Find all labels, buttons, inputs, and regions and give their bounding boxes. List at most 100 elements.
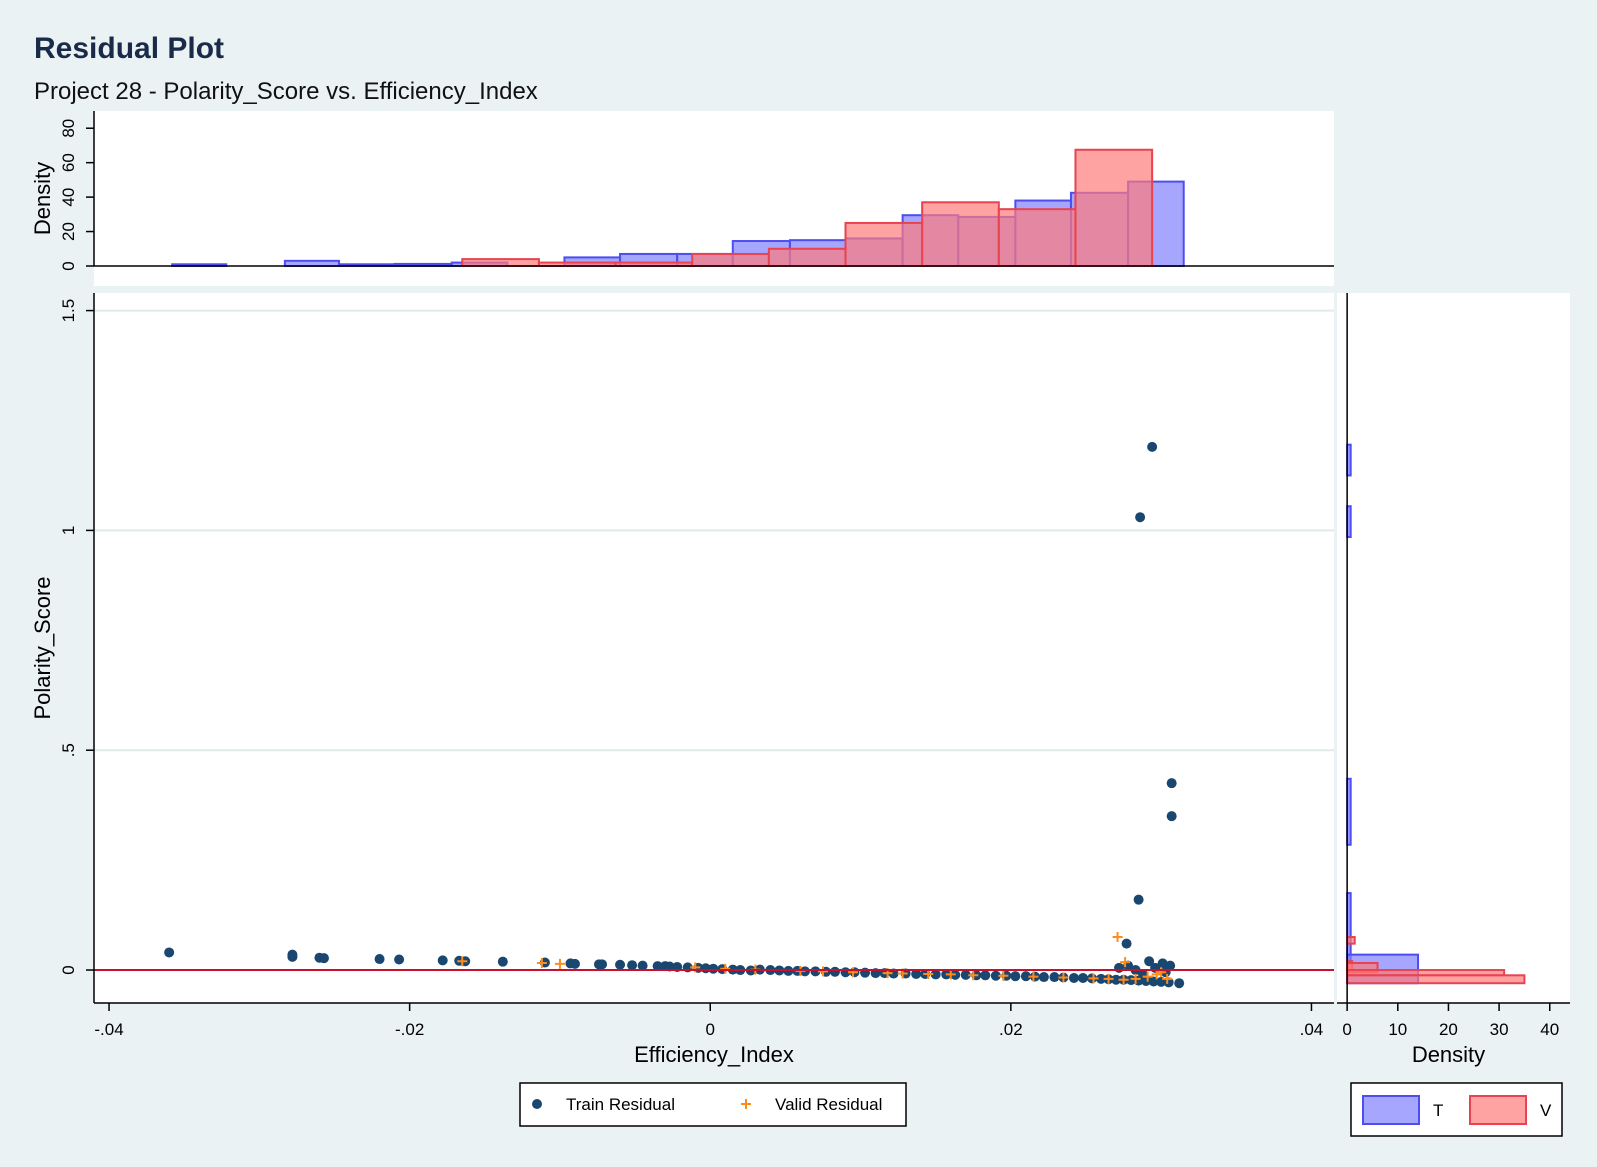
valid-residual-point xyxy=(848,967,859,978)
top-hist-bar-V xyxy=(997,208,1077,268)
right-hist-panel xyxy=(1337,293,1570,1003)
main-y-tick-label: .5 xyxy=(59,743,78,757)
top-hist-bar-V xyxy=(921,201,1000,267)
legend-valid-marker xyxy=(741,1099,751,1109)
train-residual-point xyxy=(374,954,385,965)
train-residual-point xyxy=(911,968,922,979)
chart-subtitle: Project 28 - Polarity_Score vs. Efficien… xyxy=(34,78,538,105)
train-residual-point xyxy=(318,953,329,964)
main-y-tick-label: 1 xyxy=(59,526,78,535)
valid-residual-point xyxy=(554,958,565,969)
train-residual-point xyxy=(1096,973,1107,984)
train-residual-point xyxy=(1166,811,1177,822)
train-residual-point xyxy=(1135,512,1146,523)
valid-residual-point xyxy=(998,970,1009,981)
main-ylabel: Polarity_Score xyxy=(30,576,55,719)
right-hist-bar-V xyxy=(1346,936,1356,945)
train-residual-point xyxy=(597,959,608,970)
train-residual-point xyxy=(1166,778,1177,789)
valid-residual-point xyxy=(1151,969,1162,980)
legend-T-label: T xyxy=(1433,1101,1443,1120)
top-hist-bar-V xyxy=(691,252,770,267)
top-hist-bar-V xyxy=(844,221,924,267)
train-residual-point xyxy=(930,969,941,980)
valid-residual-point xyxy=(968,970,979,981)
main-plot-panel xyxy=(94,293,1334,1003)
top-y-tick-label: 20 xyxy=(59,222,78,241)
valid-residual-point xyxy=(1130,973,1141,984)
top-hist-bar-V xyxy=(1074,148,1154,267)
train-residual-point xyxy=(394,954,405,965)
legend-V-label: V xyxy=(1540,1101,1552,1120)
valid-residual-point xyxy=(1142,971,1153,982)
train-residual-point xyxy=(1157,958,1168,969)
train-residual-point xyxy=(708,963,719,974)
top-y-tick-label: 0 xyxy=(59,261,78,270)
chart-title: Residual Plot xyxy=(34,32,224,65)
valid-residual-point xyxy=(1103,973,1114,984)
train-residual-point xyxy=(1147,441,1158,452)
right-x-tick-label: 30 xyxy=(1490,1020,1509,1039)
train-residual-point xyxy=(960,969,971,980)
main-axis: -.04 -.02 0 .02 .04 0 .5 1 1.5 xyxy=(59,293,1334,1039)
legend-T-swatch xyxy=(1362,1095,1420,1125)
main-y-tick-label: 0 xyxy=(59,965,78,974)
train-residual-point xyxy=(569,958,580,969)
train-residual-point xyxy=(1144,956,1155,967)
valid-residual-point xyxy=(1028,971,1039,982)
valid-residual-point xyxy=(1120,957,1131,968)
top-hist-axis: 0 20 40 60 80 xyxy=(59,111,1334,271)
main-y-tick-label: 1.5 xyxy=(59,299,78,323)
main-x-tick-label: .02 xyxy=(999,1020,1023,1039)
main-x-tick-label: -.04 xyxy=(94,1020,123,1039)
train-residual-point xyxy=(164,947,175,958)
top-y-tick-label: 40 xyxy=(59,188,78,207)
legend-train-label: Train Residual xyxy=(566,1095,675,1114)
right-hist-xlabel: Density xyxy=(1412,1042,1485,1067)
valid-residual-point xyxy=(457,956,468,967)
valid-residual-point xyxy=(1162,973,1173,984)
valid-residual-point xyxy=(1088,973,1099,984)
train-residual-point xyxy=(664,961,675,972)
train-residual-point xyxy=(1020,971,1031,982)
train-residual-point xyxy=(1126,975,1137,986)
main-grid xyxy=(94,309,1334,752)
top-hist-bars xyxy=(171,148,1185,268)
train-residual-point xyxy=(1111,974,1122,985)
scatter-legend: Train Residual Valid Residual xyxy=(519,1082,907,1127)
right-hist-axis: 0 10 20 30 40 xyxy=(1337,293,1570,1039)
train-residual-point xyxy=(652,961,663,972)
train-residual-point xyxy=(1174,978,1185,989)
legend-valid-label: Valid Residual xyxy=(775,1095,882,1114)
right-x-tick-label: 0 xyxy=(1342,1020,1351,1039)
train-residual-point xyxy=(627,960,638,971)
train-residual-point xyxy=(980,970,991,981)
train-residual-point xyxy=(1077,972,1088,983)
valid-residual-point xyxy=(1112,932,1123,943)
train-residual-point xyxy=(829,966,840,977)
valid-residual-point xyxy=(945,969,956,980)
main-x-tick-label: -.02 xyxy=(395,1020,424,1039)
right-hist-bar-V xyxy=(1346,974,1526,985)
valid-residual-point xyxy=(817,966,828,977)
train-residual-point xyxy=(437,955,448,966)
right-x-tick-label: 20 xyxy=(1439,1020,1458,1039)
train-residual-point xyxy=(1121,938,1132,949)
scatter-legend-box xyxy=(519,1082,907,1127)
top-hist-bar-V xyxy=(461,258,540,268)
top-hist-bar-T xyxy=(283,259,340,268)
train-residual-point xyxy=(497,956,508,967)
train-residual-point xyxy=(1133,894,1144,905)
valid-residual-point xyxy=(1058,972,1069,983)
train-residual-point xyxy=(1010,971,1021,982)
train-residual-point xyxy=(1038,972,1049,983)
main-x-tick-label: 0 xyxy=(706,1020,715,1039)
train-residual-point xyxy=(637,960,648,971)
legend-train-marker xyxy=(532,1099,542,1109)
main-x-tick-label: .04 xyxy=(1300,1020,1324,1039)
top-hist-ylabel: Density xyxy=(30,162,55,235)
valid-residual-point xyxy=(536,957,547,968)
